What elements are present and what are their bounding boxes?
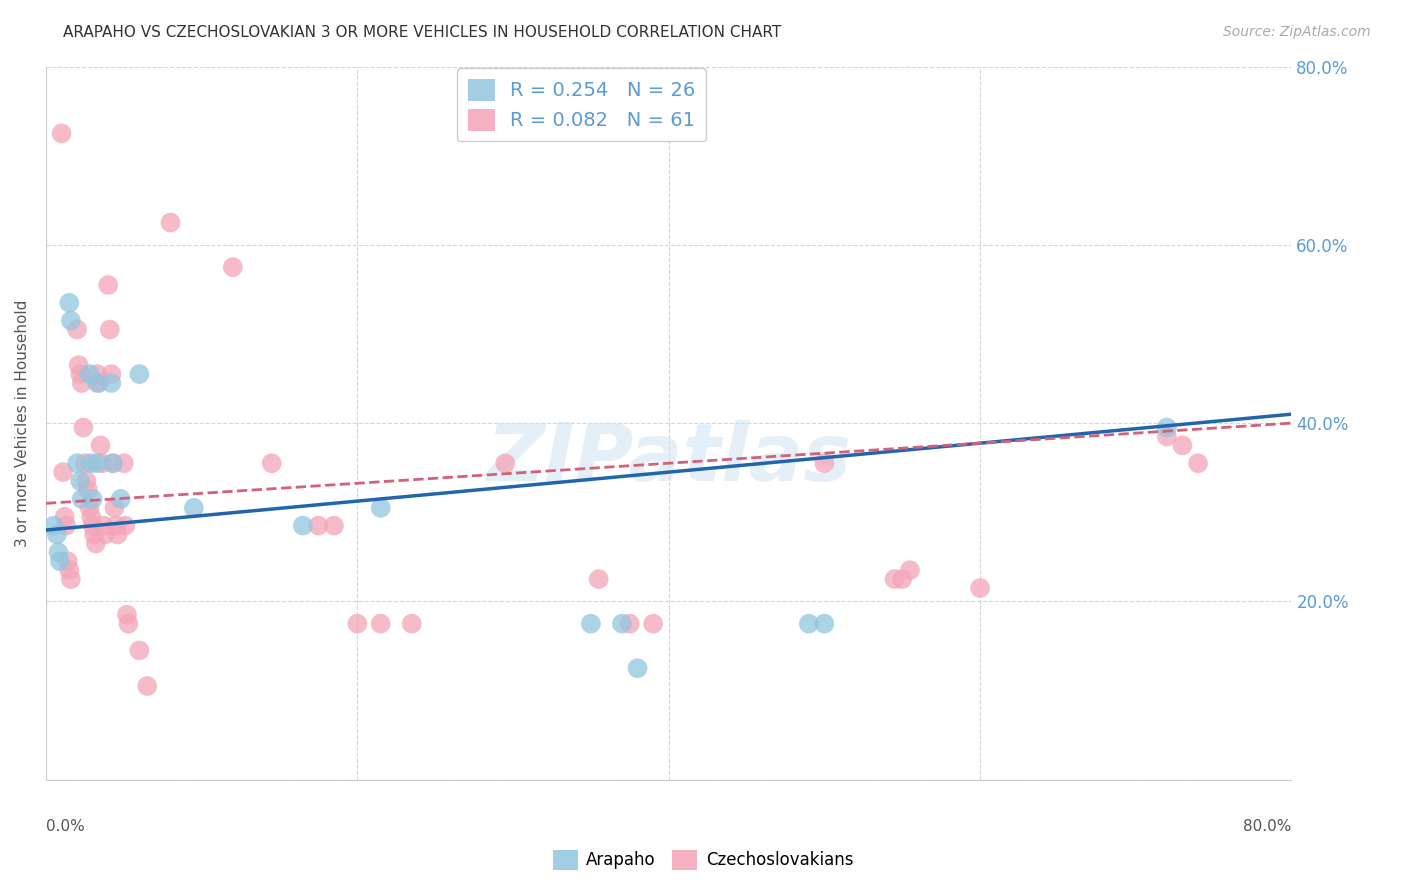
Point: [643, 616, 665, 631]
Point: [82, 518, 104, 533]
Point: [69, 367, 91, 381]
Point: [100, 376, 122, 390]
Point: [183, 500, 205, 515]
Point: [115, 607, 138, 622]
Point: [969, 581, 991, 595]
Point: [94, 527, 117, 541]
Point: [1156, 429, 1178, 443]
Point: [89, 438, 111, 452]
Point: [49, 554, 72, 568]
Text: 80.0%: 80.0%: [1243, 819, 1292, 834]
Point: [98, 322, 121, 336]
Point: [813, 616, 835, 631]
Point: [114, 518, 136, 533]
Point: [80, 509, 103, 524]
Point: [112, 456, 135, 470]
Point: [1187, 456, 1209, 470]
Point: [797, 616, 820, 631]
Point: [110, 491, 132, 506]
Point: [59, 313, 82, 327]
Text: 0.0%: 0.0%: [46, 819, 84, 834]
Point: [370, 500, 392, 515]
Point: [346, 616, 368, 631]
Point: [86, 376, 108, 390]
Point: [58, 295, 80, 310]
Point: [48, 545, 70, 559]
Point: [97, 277, 120, 292]
Point: [51, 127, 73, 141]
Point: [128, 367, 150, 381]
Point: [86, 456, 108, 470]
Point: [323, 518, 346, 533]
Point: [128, 643, 150, 657]
Point: [52, 465, 75, 479]
Point: [883, 572, 905, 586]
Point: [75, 474, 97, 488]
Y-axis label: 3 or more Vehicles in Household: 3 or more Vehicles in Household: [15, 300, 30, 547]
Point: [579, 616, 602, 631]
Point: [101, 456, 124, 470]
Point: [107, 527, 129, 541]
Point: [93, 518, 115, 533]
Text: ZIPatlas: ZIPatlas: [486, 420, 851, 498]
Point: [307, 518, 329, 533]
Point: [70, 376, 93, 390]
Point: [619, 616, 641, 631]
Point: [159, 216, 181, 230]
Point: [105, 518, 128, 533]
Point: [42, 518, 65, 533]
Point: [494, 456, 516, 470]
Point: [100, 367, 122, 381]
Point: [588, 572, 610, 586]
Point: [891, 572, 914, 586]
Point: [69, 474, 91, 488]
Point: [101, 456, 124, 470]
Point: [291, 518, 314, 533]
Legend: R = 0.254   N = 26, R = 0.082   N = 61: R = 0.254 N = 26, R = 0.082 N = 61: [457, 69, 706, 142]
Point: [45, 527, 67, 541]
Legend: Arapaho, Czechoslovakians: Arapaho, Czechoslovakians: [546, 843, 860, 877]
Point: [898, 563, 921, 577]
Point: [59, 572, 82, 586]
Point: [82, 491, 104, 506]
Point: [73, 456, 96, 470]
Point: [222, 260, 245, 274]
Point: [136, 679, 159, 693]
Point: [53, 509, 76, 524]
Point: [401, 616, 423, 631]
Point: [610, 616, 633, 631]
Point: [370, 616, 392, 631]
Point: [67, 358, 90, 372]
Point: [58, 563, 80, 577]
Point: [77, 483, 100, 497]
Text: ARAPAHO VS CZECHOSLOVAKIAN 3 OR MORE VEHICLES IN HOUSEHOLD CORRELATION CHART: ARAPAHO VS CZECHOSLOVAKIAN 3 OR MORE VEH…: [63, 25, 782, 40]
Point: [70, 491, 93, 506]
Point: [103, 500, 125, 515]
Point: [56, 554, 79, 568]
Point: [1156, 420, 1178, 434]
Point: [79, 367, 101, 381]
Point: [87, 376, 110, 390]
Point: [80, 456, 103, 470]
Point: [66, 322, 89, 336]
Point: [813, 456, 835, 470]
Point: [66, 456, 89, 470]
Point: [91, 456, 114, 470]
Point: [83, 527, 105, 541]
Point: [117, 616, 139, 631]
Point: [84, 536, 107, 550]
Point: [79, 500, 101, 515]
Point: [72, 420, 94, 434]
Point: [1171, 438, 1194, 452]
Point: [86, 367, 108, 381]
Point: [260, 456, 283, 470]
Point: [626, 661, 648, 675]
Point: [55, 518, 77, 533]
Text: Source: ZipAtlas.com: Source: ZipAtlas.com: [1223, 25, 1371, 39]
